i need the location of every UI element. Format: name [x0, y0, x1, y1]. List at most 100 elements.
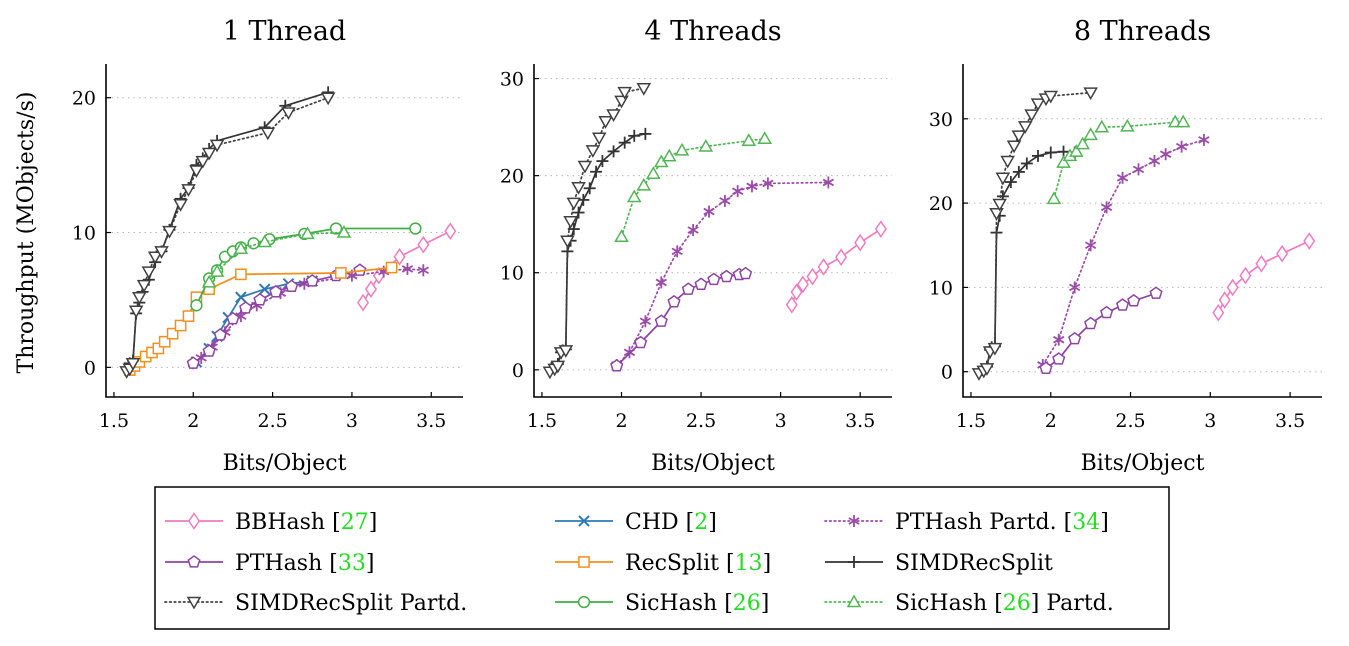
data-point-simd	[1012, 165, 1025, 178]
chart-panel-1: 1.5 2 2.5 3 3.5 0 10 20 1 Thread Bits/Object Throu…	[14, 16, 463, 476]
x-tick-label: 3	[775, 410, 787, 432]
series-line-ptpartd	[615, 181, 830, 366]
data-point-simdpartd	[558, 345, 574, 358]
data-point-sicpartd	[661, 148, 677, 162]
series-bbhash	[357, 222, 457, 312]
data-point-pthash	[1068, 331, 1082, 345]
data-point-sicpartd	[1094, 119, 1110, 133]
legend-label: CHD [2]	[625, 510, 717, 535]
data-point-bbhash	[1212, 303, 1225, 322]
data-point-bbhash	[393, 247, 406, 266]
data-point-simdpartd	[201, 147, 217, 161]
data-point-pthash	[1084, 316, 1098, 330]
legend-entry-ptpartd: PTHash Partd. [34]	[824, 510, 1109, 535]
data-point-pthash	[667, 294, 681, 308]
data-point-simdpartd	[591, 132, 607, 146]
y-axis-label: Throughput (MObjects/s)	[14, 92, 39, 374]
data-point-ptpartd	[1132, 163, 1145, 176]
x-tick-label: 3.5	[845, 410, 875, 432]
legend-label: RecSplit [13]	[625, 551, 771, 576]
data-point-sicpartd	[1068, 144, 1084, 157]
data-point-ptpartd	[671, 245, 683, 258]
data-point-sicpartd	[614, 229, 629, 243]
chart-title: 8 Threads	[1074, 16, 1211, 47]
data-point-ptpartd	[639, 315, 652, 328]
data-point-sicpartd	[1083, 127, 1098, 141]
data-point-ptpartd	[1175, 140, 1188, 153]
legend-marker	[578, 515, 590, 527]
legend-entry-bbhash: BBHash [27]	[165, 510, 377, 535]
data-point-simdpartd	[260, 127, 276, 141]
y-tick-label: 20	[500, 166, 524, 188]
x-tick-label: 1.5	[99, 410, 129, 432]
data-point-ptpartd	[417, 264, 429, 277]
series-bbhash	[1212, 232, 1316, 322]
data-point-simdpartd	[617, 86, 632, 100]
data-point-sicpartd	[646, 166, 661, 179]
data-point-pthash	[654, 314, 668, 327]
data-point-simdpartd	[125, 358, 141, 371]
data-point-pthash	[1052, 352, 1066, 365]
data-point-pthash	[610, 359, 624, 372]
data-point-sicpartd	[201, 274, 217, 288]
data-point-simd	[618, 136, 631, 149]
data-point-simdpartd	[141, 266, 157, 280]
x-tick-label: 2.5	[257, 410, 287, 432]
data-point-simdpartd	[992, 198, 1007, 212]
legend-label: PTHash [33]	[235, 551, 374, 576]
x-axis-label: Bits/Object	[1081, 451, 1205, 476]
legend-label: SicHash [26] Partd.	[895, 591, 1114, 616]
data-point-bbhash	[1255, 254, 1268, 273]
data-point-sichash	[247, 237, 260, 250]
data-point-bbhash	[444, 222, 457, 241]
chart-panel-2: 1.5 2 2.5 3 3.5 0 10 20 30 4 Threads Bits/Object	[500, 16, 892, 476]
series-pthash	[1039, 286, 1163, 374]
data-point-simdpartd	[1043, 90, 1059, 104]
data-point-bbhash	[1226, 278, 1239, 297]
legend-marker	[186, 596, 202, 610]
data-point-simdpartd	[195, 155, 211, 169]
data-point-sicpartd	[741, 133, 757, 146]
data-point-simdpartd	[1017, 121, 1033, 134]
data-point-simdpartd	[987, 342, 1003, 356]
data-point-simdpartd	[560, 235, 575, 249]
data-point-chd	[235, 291, 247, 304]
data-point-bbhash	[796, 275, 809, 294]
series-line-sichash	[195, 227, 416, 306]
data-point-recsplit	[334, 267, 347, 279]
data-point-simdpartd	[585, 145, 601, 158]
data-point-simd	[583, 182, 596, 195]
x-tick-label: 2.5	[686, 410, 716, 432]
data-point-ptpartd	[1100, 201, 1113, 214]
data-point-pthash	[694, 277, 708, 290]
data-point-simdpartd	[566, 197, 582, 211]
data-point-simdpartd	[989, 207, 1004, 221]
data-point-sicpartd	[757, 131, 773, 145]
legend-entry-pthash: PTHash [33]	[165, 551, 374, 576]
data-point-pthash	[719, 269, 734, 283]
data-point-pthash	[1127, 293, 1141, 307]
data-point-simdpartd	[1011, 130, 1027, 144]
x-tick-label: 3	[346, 410, 358, 432]
x-axis-label: Bits/Object	[223, 451, 347, 476]
data-point-bbhash	[1276, 244, 1289, 263]
data-point-sicpartd	[1120, 118, 1135, 132]
data-point-pthash	[253, 293, 267, 306]
y-tick-label: 0	[941, 362, 953, 384]
data-point-pthash	[1039, 361, 1053, 374]
series-sicpartd	[614, 131, 773, 243]
legend-label: SIMDRecSplit	[895, 551, 1053, 576]
series-bbhash	[785, 220, 887, 314]
data-point-ptpartd	[1053, 333, 1065, 346]
axis-lines	[962, 64, 1322, 398]
data-point-recsplit	[166, 327, 179, 340]
data-point-recsplit	[158, 335, 171, 348]
data-point-pthash	[285, 279, 299, 293]
data-point-simd	[1044, 146, 1057, 159]
y-tick-label: 10	[929, 277, 953, 299]
data-point-simdpartd	[320, 92, 336, 106]
data-point-simdpartd	[154, 246, 169, 259]
data-point-recsplit	[152, 342, 165, 355]
data-point-sicpartd	[1056, 155, 1071, 168]
series-simd	[976, 145, 1081, 377]
